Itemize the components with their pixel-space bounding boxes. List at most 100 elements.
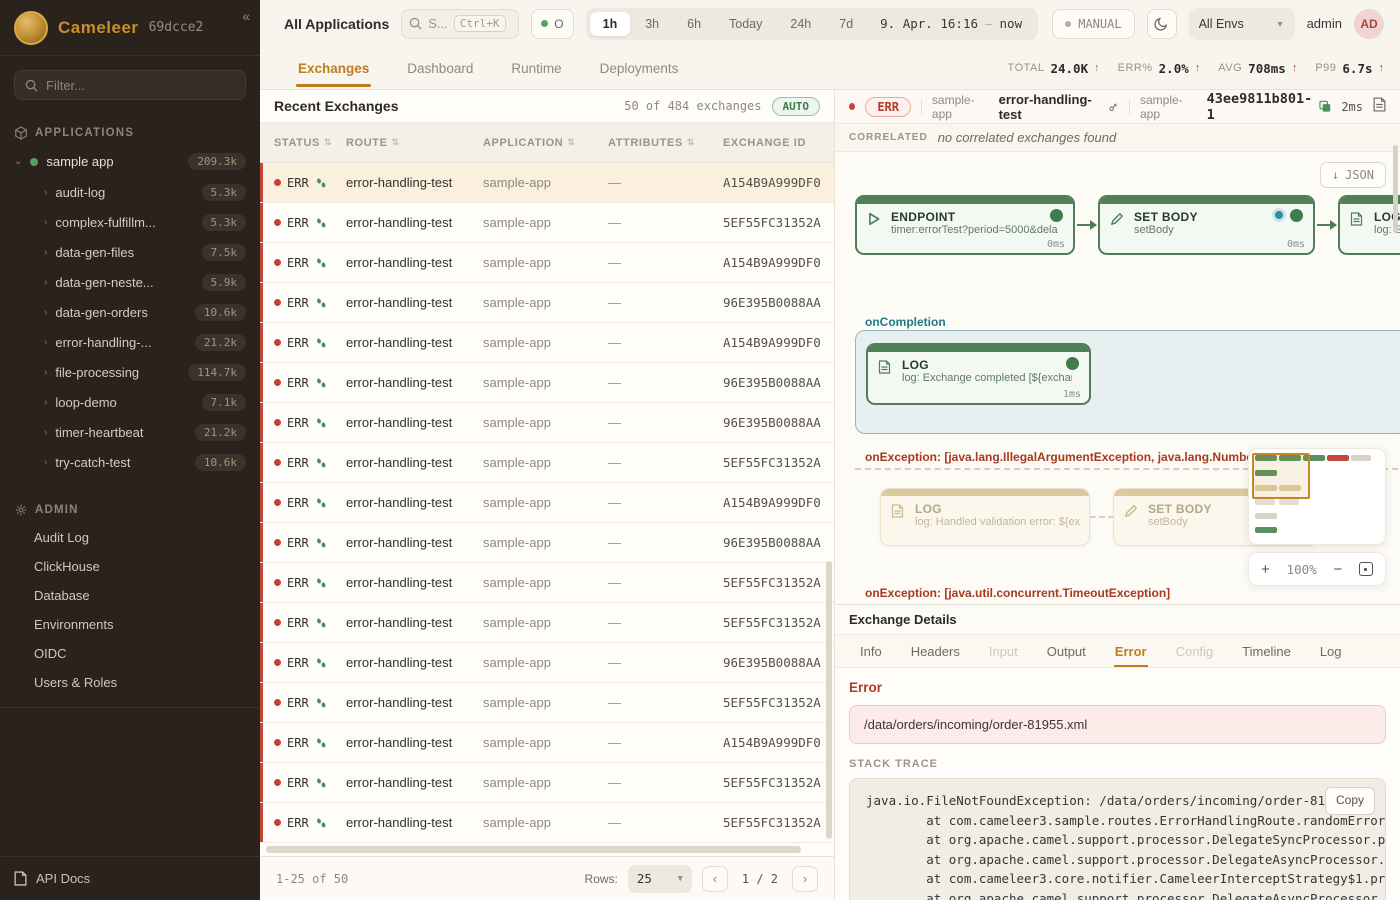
column-header-exchange-id[interactable]: EXCHANGE ID	[723, 136, 806, 149]
main-tab[interactable]: Exchanges	[296, 50, 372, 87]
flow-node-log[interactable]: LOG log: Sta	[1338, 195, 1400, 255]
dark-mode-toggle[interactable]	[1146, 8, 1177, 39]
chevron-right-icon[interactable]: ›	[44, 246, 48, 258]
zoom-in-button[interactable]: +	[1261, 560, 1270, 578]
live-status-button[interactable]: O	[531, 8, 574, 39]
sidebar-route-item[interactable]: › data-gen-orders 10.6k	[0, 297, 260, 327]
copy-button[interactable]: Copy	[1324, 787, 1375, 815]
time-range-option[interactable]: 3h	[632, 12, 672, 36]
chevron-right-icon[interactable]: ›	[44, 186, 48, 198]
route-flow-canvas[interactable]: ↓ JSON ENDPOINT timer:errorTest?period=5…	[835, 152, 1400, 605]
table-row[interactable]: ERR error-handling-test sample-app — A15…	[260, 483, 834, 523]
sidebar-admin-item[interactable]: ClickHouse	[0, 552, 260, 581]
sidebar-route-item[interactable]: › audit-log 5.3k	[0, 177, 260, 207]
chevron-right-icon[interactable]: ›	[44, 426, 48, 438]
next-page-button[interactable]: ›	[792, 865, 818, 892]
flow-node-set-body[interactable]: SET BODY setBody 0ms	[1098, 195, 1315, 255]
main-tab[interactable]: Deployments	[598, 50, 681, 87]
flow-node-completion-log[interactable]: LOG log: Exchange completed [${exchan 1m…	[866, 343, 1091, 405]
table-row[interactable]: ERR error-handling-test sample-app — 5EF…	[260, 443, 834, 483]
vertical-scrollbar[interactable]	[826, 561, 832, 839]
main-tab[interactable]: Runtime	[509, 50, 563, 87]
rows-per-page-select[interactable]: 25 ▼	[627, 864, 692, 893]
detail-tab[interactable]: Log	[1319, 636, 1343, 667]
minimap[interactable]	[1248, 448, 1386, 545]
table-row[interactable]: ERR error-handling-test sample-app — 96E…	[260, 523, 834, 563]
detail-tab[interactable]: Info	[859, 636, 883, 667]
column-header-attributes[interactable]: ATTRIBUTES ⇅	[608, 136, 696, 149]
sidebar-route-item[interactable]: › timer-heartbeat 21.2k	[0, 417, 260, 447]
stack-trace-box[interactable]: java.io.FileNotFoundException: /data/ord…	[849, 778, 1386, 900]
table-row[interactable]: ERR error-handling-test sample-app — A15…	[260, 723, 834, 763]
time-range-option[interactable]: 24h	[777, 12, 824, 36]
sidebar-route-item[interactable]: › data-gen-neste... 5.9k	[0, 267, 260, 297]
flow-node-exception-log[interactable]: LOG log: Handled validation error: ${exc…	[880, 488, 1090, 546]
copy-icon[interactable]	[1319, 100, 1331, 113]
global-search-input[interactable]: S... Ctrl+K	[401, 8, 520, 39]
sidebar-admin-item[interactable]: Users & Roles	[0, 668, 260, 697]
sidebar-route-item[interactable]: › loop-demo 7.1k	[0, 387, 260, 417]
chevron-right-icon[interactable]: ›	[44, 306, 48, 318]
chevron-right-icon[interactable]: ›	[44, 366, 48, 378]
environment-select[interactable]: All Envs ▼	[1188, 7, 1295, 40]
chevron-right-icon[interactable]: ›	[44, 456, 48, 468]
sidebar-route-item[interactable]: › file-processing 114.7k	[0, 357, 260, 387]
table-row[interactable]: ERR error-handling-test sample-app — 96E…	[260, 643, 834, 683]
avatar[interactable]: AD	[1354, 8, 1384, 39]
table-row[interactable]: ERR error-handling-test sample-app — 96E…	[260, 363, 834, 403]
sidebar-route-item[interactable]: › try-catch-test 10.6k	[0, 447, 260, 477]
fit-view-button[interactable]	[1358, 562, 1373, 576]
sidebar-admin-item[interactable]: Database	[0, 581, 260, 610]
minimap-viewport[interactable]	[1252, 453, 1310, 499]
api-docs-link[interactable]: API Docs	[0, 856, 260, 900]
table-row[interactable]: ERR error-handling-test sample-app — 5EF…	[260, 563, 834, 603]
sidebar-item-sample-app[interactable]: ⌄ sample app 209.3k	[0, 146, 260, 177]
scrollbar-thumb[interactable]	[266, 846, 801, 853]
chevron-right-icon[interactable]: ›	[44, 336, 48, 348]
chevron-down-icon[interactable]: ⌄	[14, 156, 23, 167]
time-range-option[interactable]: Today	[716, 12, 775, 36]
chevron-right-icon[interactable]: ›	[44, 276, 48, 288]
table-row[interactable]: ERR error-handling-test sample-app — A15…	[260, 323, 834, 363]
table-row[interactable]: ERR error-handling-test sample-app — 96E…	[260, 403, 834, 443]
detail-tab[interactable]: Headers	[910, 636, 961, 667]
table-row[interactable]: ERR error-handling-test sample-app — 5EF…	[260, 203, 834, 243]
details-scrollbar[interactable]	[1393, 145, 1398, 233]
column-header-status[interactable]: STATUS ⇅	[274, 136, 333, 149]
sidebar-route-item[interactable]: › data-gen-files 7.5k	[0, 237, 260, 267]
column-header-route[interactable]: ROUTE ⇅	[346, 136, 400, 149]
detail-tab[interactable]: Config	[1175, 636, 1215, 667]
manual-refresh-button[interactable]: MANUAL	[1052, 8, 1135, 39]
document-icon[interactable]	[1373, 96, 1386, 117]
sidebar-filter-input[interactable]: Filter...	[14, 70, 246, 100]
time-range-option[interactable]: 7d	[826, 12, 866, 36]
time-range-option[interactable]: 1h	[589, 11, 631, 36]
flow-node-endpoint[interactable]: ENDPOINT timer:errorTest?period=5000&del…	[855, 195, 1075, 255]
date-range-display[interactable]: 9. Apr. 16:16 – now	[868, 16, 1034, 31]
breakpoint-dot[interactable]	[1272, 208, 1286, 222]
zoom-out-button[interactable]: −	[1333, 560, 1343, 578]
detail-tab[interactable]: Error	[1113, 636, 1148, 667]
sidebar-admin-item[interactable]: Audit Log	[0, 523, 260, 552]
chevron-right-icon[interactable]: ›	[44, 396, 48, 408]
download-json-button[interactable]: ↓ JSON	[1319, 162, 1386, 188]
detail-route-label[interactable]: error-handling-test	[999, 92, 1119, 122]
horizontal-scrollbar[interactable]	[260, 843, 834, 856]
detail-tab[interactable]: Timeline	[1241, 636, 1292, 667]
sidebar-route-item[interactable]: › error-handling-... 21.2k	[0, 327, 260, 357]
auto-refresh-badge[interactable]: AUTO	[771, 96, 820, 116]
sidebar-admin-item[interactable]: OIDC	[0, 639, 260, 668]
main-tab[interactable]: Dashboard	[405, 50, 475, 87]
table-row[interactable]: ERR error-handling-test sample-app — 5EF…	[260, 803, 834, 843]
table-row[interactable]: ERR error-handling-test sample-app — 5EF…	[260, 683, 834, 723]
sidebar-route-item[interactable]: › complex-fulfillm... 5.3k	[0, 207, 260, 237]
prev-page-button[interactable]: ‹	[701, 865, 728, 892]
table-row[interactable]: ERR error-handling-test sample-app — 96E…	[260, 283, 834, 323]
table-row[interactable]: ERR error-handling-test sample-app — A15…	[260, 243, 834, 283]
column-header-application[interactable]: APPLICATION ⇅	[483, 136, 576, 149]
chevron-right-icon[interactable]: ›	[44, 216, 48, 228]
sidebar-admin-item[interactable]: Environments	[0, 610, 260, 639]
table-row[interactable]: ERR error-handling-test sample-app — 5EF…	[260, 763, 834, 803]
detail-tab[interactable]: Output	[1046, 636, 1087, 667]
collapse-sidebar-icon[interactable]: «	[242, 8, 250, 24]
